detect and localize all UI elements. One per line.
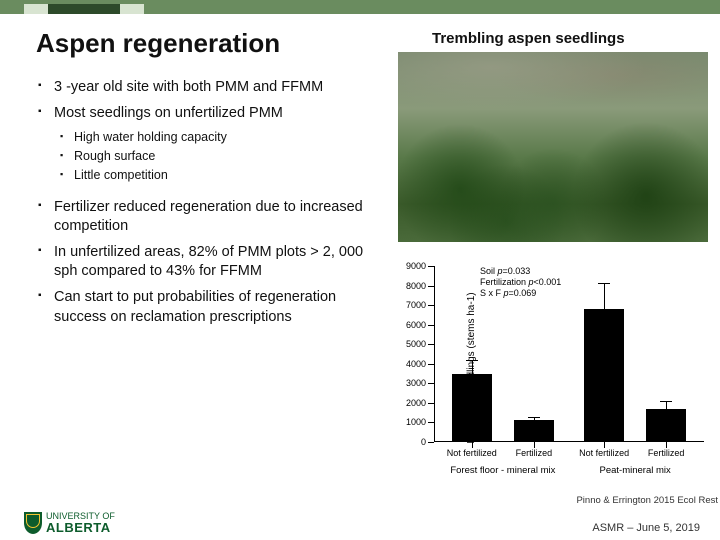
bullet-item: Most seedlings on unfertilized PMM bbox=[38, 104, 388, 124]
error-bar bbox=[666, 401, 667, 409]
xtick-label: Fertilized bbox=[516, 448, 553, 458]
chart-bar bbox=[452, 374, 492, 442]
bullet-item: In unfertilized areas, 82% of PMM plots … bbox=[38, 243, 388, 282]
ytick-label: 5000 bbox=[398, 339, 426, 349]
citation: Pinno & Errington 2015 Ecol Rest bbox=[576, 495, 718, 506]
chart-bar bbox=[514, 420, 554, 442]
logo-text: UNIVERSITY OF ALBERTA bbox=[46, 512, 115, 534]
ytick bbox=[428, 403, 434, 404]
sub-bullet-item: Rough surface bbox=[60, 148, 388, 165]
ytick bbox=[428, 383, 434, 384]
ytick-label: 0 bbox=[398, 437, 426, 447]
bullet-item: Can start to put probabilities of regene… bbox=[38, 288, 388, 327]
ytick bbox=[428, 422, 434, 423]
chart-bar bbox=[584, 309, 624, 442]
bullet-item: 3 -year old site with both PMM and FFMM bbox=[38, 78, 388, 98]
bullet-content: 3 -year old site with both PMM and FFMM M… bbox=[38, 78, 388, 333]
ytick bbox=[428, 442, 434, 443]
ytick bbox=[428, 325, 434, 326]
bullet-item: Fertilizer reduced regeneration due to i… bbox=[38, 198, 388, 237]
ytick bbox=[428, 364, 434, 365]
accent-dark bbox=[48, 4, 120, 14]
stat-row: Soil p=0.033 bbox=[480, 266, 561, 277]
ytick-label: 1000 bbox=[398, 417, 426, 427]
ytick-label: 8000 bbox=[398, 281, 426, 291]
ytick-label: 9000 bbox=[398, 261, 426, 271]
ytick-label: 6000 bbox=[398, 320, 426, 330]
chart-bar bbox=[646, 409, 686, 442]
stat-row: S x F p=0.069 bbox=[480, 288, 561, 299]
xtick-label: Not fertilized bbox=[579, 448, 629, 458]
ytick bbox=[428, 344, 434, 345]
ytick bbox=[428, 286, 434, 287]
error-cap bbox=[528, 417, 540, 418]
ytick-label: 7000 bbox=[398, 300, 426, 310]
error-bar bbox=[604, 283, 605, 309]
xtick-label: Fertilized bbox=[648, 448, 685, 458]
error-cap bbox=[598, 283, 610, 284]
sub-bullet-item: High water holding capacity bbox=[60, 129, 388, 146]
logo-name: ALBERTA bbox=[46, 521, 115, 534]
chart-stats: Soil p=0.033Fertilization p<0.001S x F p… bbox=[480, 266, 561, 298]
ytick bbox=[428, 305, 434, 306]
top-accent-bar bbox=[0, 0, 720, 14]
stat-row: Fertilization p<0.001 bbox=[480, 277, 561, 288]
sub-bullet-item: Little competition bbox=[60, 167, 388, 184]
ytick-label: 2000 bbox=[398, 398, 426, 408]
slide-title: Aspen regeneration bbox=[36, 28, 280, 59]
error-cap bbox=[660, 401, 672, 402]
ytick bbox=[428, 266, 434, 267]
group-label: Forest floor - mineral mix bbox=[450, 465, 555, 476]
footer-text: ASMR – June 5, 2019 bbox=[592, 522, 700, 534]
field-photo bbox=[398, 52, 708, 242]
seedlings-bar-chart: Deciduous seedlings (stems ha-1) Soil p=… bbox=[398, 258, 710, 478]
university-logo: UNIVERSITY OF ALBERTA bbox=[24, 512, 115, 534]
group-label: Peat-mineral mix bbox=[600, 465, 671, 476]
ytick-label: 4000 bbox=[398, 359, 426, 369]
ytick-label: 3000 bbox=[398, 378, 426, 388]
error-bar bbox=[472, 360, 473, 374]
crest-icon bbox=[24, 512, 42, 534]
chart-yaxis bbox=[434, 266, 435, 442]
photo-caption: Trembling aspen seedlings bbox=[432, 30, 625, 47]
error-cap bbox=[466, 360, 478, 361]
xtick-label: Not fertilized bbox=[447, 448, 497, 458]
